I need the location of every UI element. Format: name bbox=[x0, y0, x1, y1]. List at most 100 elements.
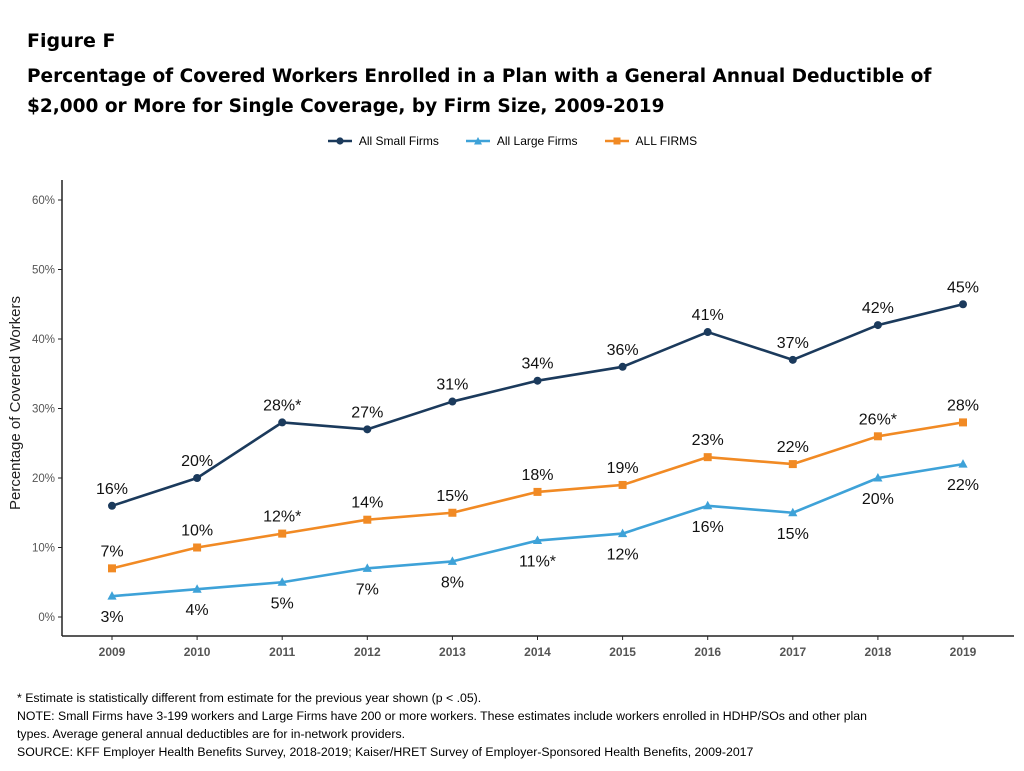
data-point bbox=[959, 300, 967, 309]
chart-title: Percentage of Covered Workers Enrolled i… bbox=[27, 62, 987, 122]
data-point bbox=[107, 591, 117, 600]
x-tick-label: 2016 bbox=[694, 645, 721, 659]
data-point bbox=[278, 529, 287, 538]
y-tick-label: 30% bbox=[32, 404, 55, 416]
data-label: 22% bbox=[777, 439, 809, 456]
x-tick-label: 2010 bbox=[184, 645, 211, 659]
legend-triangle-marker-icon bbox=[465, 137, 490, 145]
data-point bbox=[873, 321, 882, 330]
data-label: 7% bbox=[100, 543, 123, 560]
x-tick-label: 2017 bbox=[779, 645, 806, 659]
data-point bbox=[108, 564, 116, 573]
data-label: 34% bbox=[521, 356, 553, 373]
data-label: 20% bbox=[181, 453, 213, 470]
data-point bbox=[618, 362, 627, 371]
data-label: 12%* bbox=[263, 509, 301, 526]
data-point bbox=[448, 508, 457, 517]
data-label: 10% bbox=[181, 523, 213, 540]
data-point bbox=[533, 487, 542, 496]
y-tick-label: 10% bbox=[32, 543, 55, 555]
legend-label-small: All Small Firms bbox=[358, 134, 439, 148]
legend-item-all: ALL FIRMS bbox=[604, 134, 698, 148]
data-point bbox=[788, 507, 798, 517]
data-label: 36% bbox=[607, 342, 639, 359]
data-point bbox=[193, 543, 202, 552]
data-label: 16% bbox=[692, 519, 724, 536]
data-point bbox=[363, 515, 372, 524]
x-tick-label: 2018 bbox=[865, 645, 892, 659]
footnotes: * Estimate is statistically different fr… bbox=[17, 689, 1007, 761]
data-label: 28% bbox=[947, 397, 979, 414]
data-point bbox=[788, 460, 797, 469]
data-label: 14% bbox=[351, 495, 383, 512]
data-label: 16% bbox=[96, 481, 128, 498]
data-point bbox=[959, 418, 967, 427]
series-line-1 bbox=[111, 462, 964, 598]
data-point bbox=[363, 425, 372, 434]
data-label: 45% bbox=[947, 279, 979, 296]
footnote-significance: * Estimate is statistically different fr… bbox=[17, 691, 482, 705]
data-point bbox=[108, 501, 116, 510]
x-tick-label: 2014 bbox=[524, 645, 551, 659]
data-label: 28%* bbox=[263, 397, 301, 414]
data-label: 23% bbox=[692, 432, 724, 449]
line-chart: 0% 10% 20% 30% 40% 50% 60% 2009 2010 2011 2012 2013… bbox=[7, 180, 1014, 659]
data-point bbox=[533, 376, 542, 385]
legend-item-small: All Small Firms bbox=[327, 134, 439, 148]
data-label: 41% bbox=[692, 307, 724, 324]
chart-title-line-1: Percentage of Covered Workers Enrolled i… bbox=[27, 66, 932, 87]
data-point bbox=[788, 355, 797, 364]
legend-label-large: All Large Firms bbox=[496, 134, 578, 148]
data-label: 20% bbox=[862, 491, 894, 508]
legend: All Small Firms All Large Firms ALL FIRM… bbox=[0, 134, 1024, 148]
data-label: 31% bbox=[436, 377, 468, 394]
y-tick-label: 40% bbox=[32, 334, 55, 346]
data-point bbox=[703, 328, 712, 337]
legend-square-marker-icon bbox=[604, 137, 629, 145]
data-label: 18% bbox=[521, 467, 553, 484]
y-tick-label: 50% bbox=[32, 265, 55, 277]
data-label: 3% bbox=[100, 609, 123, 626]
data-label: 15% bbox=[436, 488, 468, 505]
data-point bbox=[448, 397, 457, 406]
y-tick-label: 0% bbox=[38, 612, 55, 624]
data-point bbox=[193, 474, 202, 482]
data-label: 4% bbox=[186, 602, 209, 619]
footnote-note-line-1: NOTE: Small Firms have 3-199 workers and… bbox=[17, 709, 867, 723]
x-tick-label: 2013 bbox=[439, 645, 466, 659]
data-point bbox=[703, 500, 713, 510]
y-tick-label: 20% bbox=[32, 473, 55, 485]
x-tick-label: 2015 bbox=[609, 645, 636, 659]
legend-label-all: ALL FIRMS bbox=[635, 134, 698, 148]
y-tick-label: 60% bbox=[32, 195, 55, 207]
data-label: 12% bbox=[607, 547, 639, 564]
data-label: 19% bbox=[607, 460, 639, 477]
data-point bbox=[447, 556, 457, 565]
footnote-source: SOURCE: KFF Employer Health Benefits Sur… bbox=[17, 745, 754, 759]
data-point bbox=[278, 418, 287, 427]
x-tick-label: 2019 bbox=[950, 645, 977, 659]
data-point bbox=[873, 432, 882, 441]
data-label: 11%* bbox=[519, 554, 556, 571]
data-point bbox=[873, 473, 883, 482]
data-point bbox=[277, 577, 287, 586]
x-tick-label: 2011 bbox=[269, 645, 295, 659]
data-label: 7% bbox=[356, 581, 379, 598]
x-tick-label: 2009 bbox=[99, 645, 126, 659]
data-point bbox=[618, 528, 628, 538]
data-label: 8% bbox=[441, 574, 464, 591]
data-label: 27% bbox=[351, 404, 383, 421]
y-axis-label: Percentage of Covered Workers bbox=[7, 296, 24, 510]
x-tick-label: 2012 bbox=[354, 645, 381, 659]
data-point bbox=[532, 535, 543, 545]
data-point bbox=[618, 480, 627, 489]
data-point bbox=[362, 563, 372, 572]
figure-label: Figure F bbox=[27, 30, 116, 52]
data-point bbox=[703, 453, 712, 462]
data-point bbox=[958, 459, 968, 468]
legend-circle-marker-icon bbox=[327, 137, 352, 145]
footnote-note-line-2: types. Average general annual deductible… bbox=[17, 727, 406, 741]
data-label: 26%* bbox=[859, 411, 897, 428]
data-point bbox=[192, 584, 202, 593]
data-label: 42% bbox=[862, 300, 894, 317]
